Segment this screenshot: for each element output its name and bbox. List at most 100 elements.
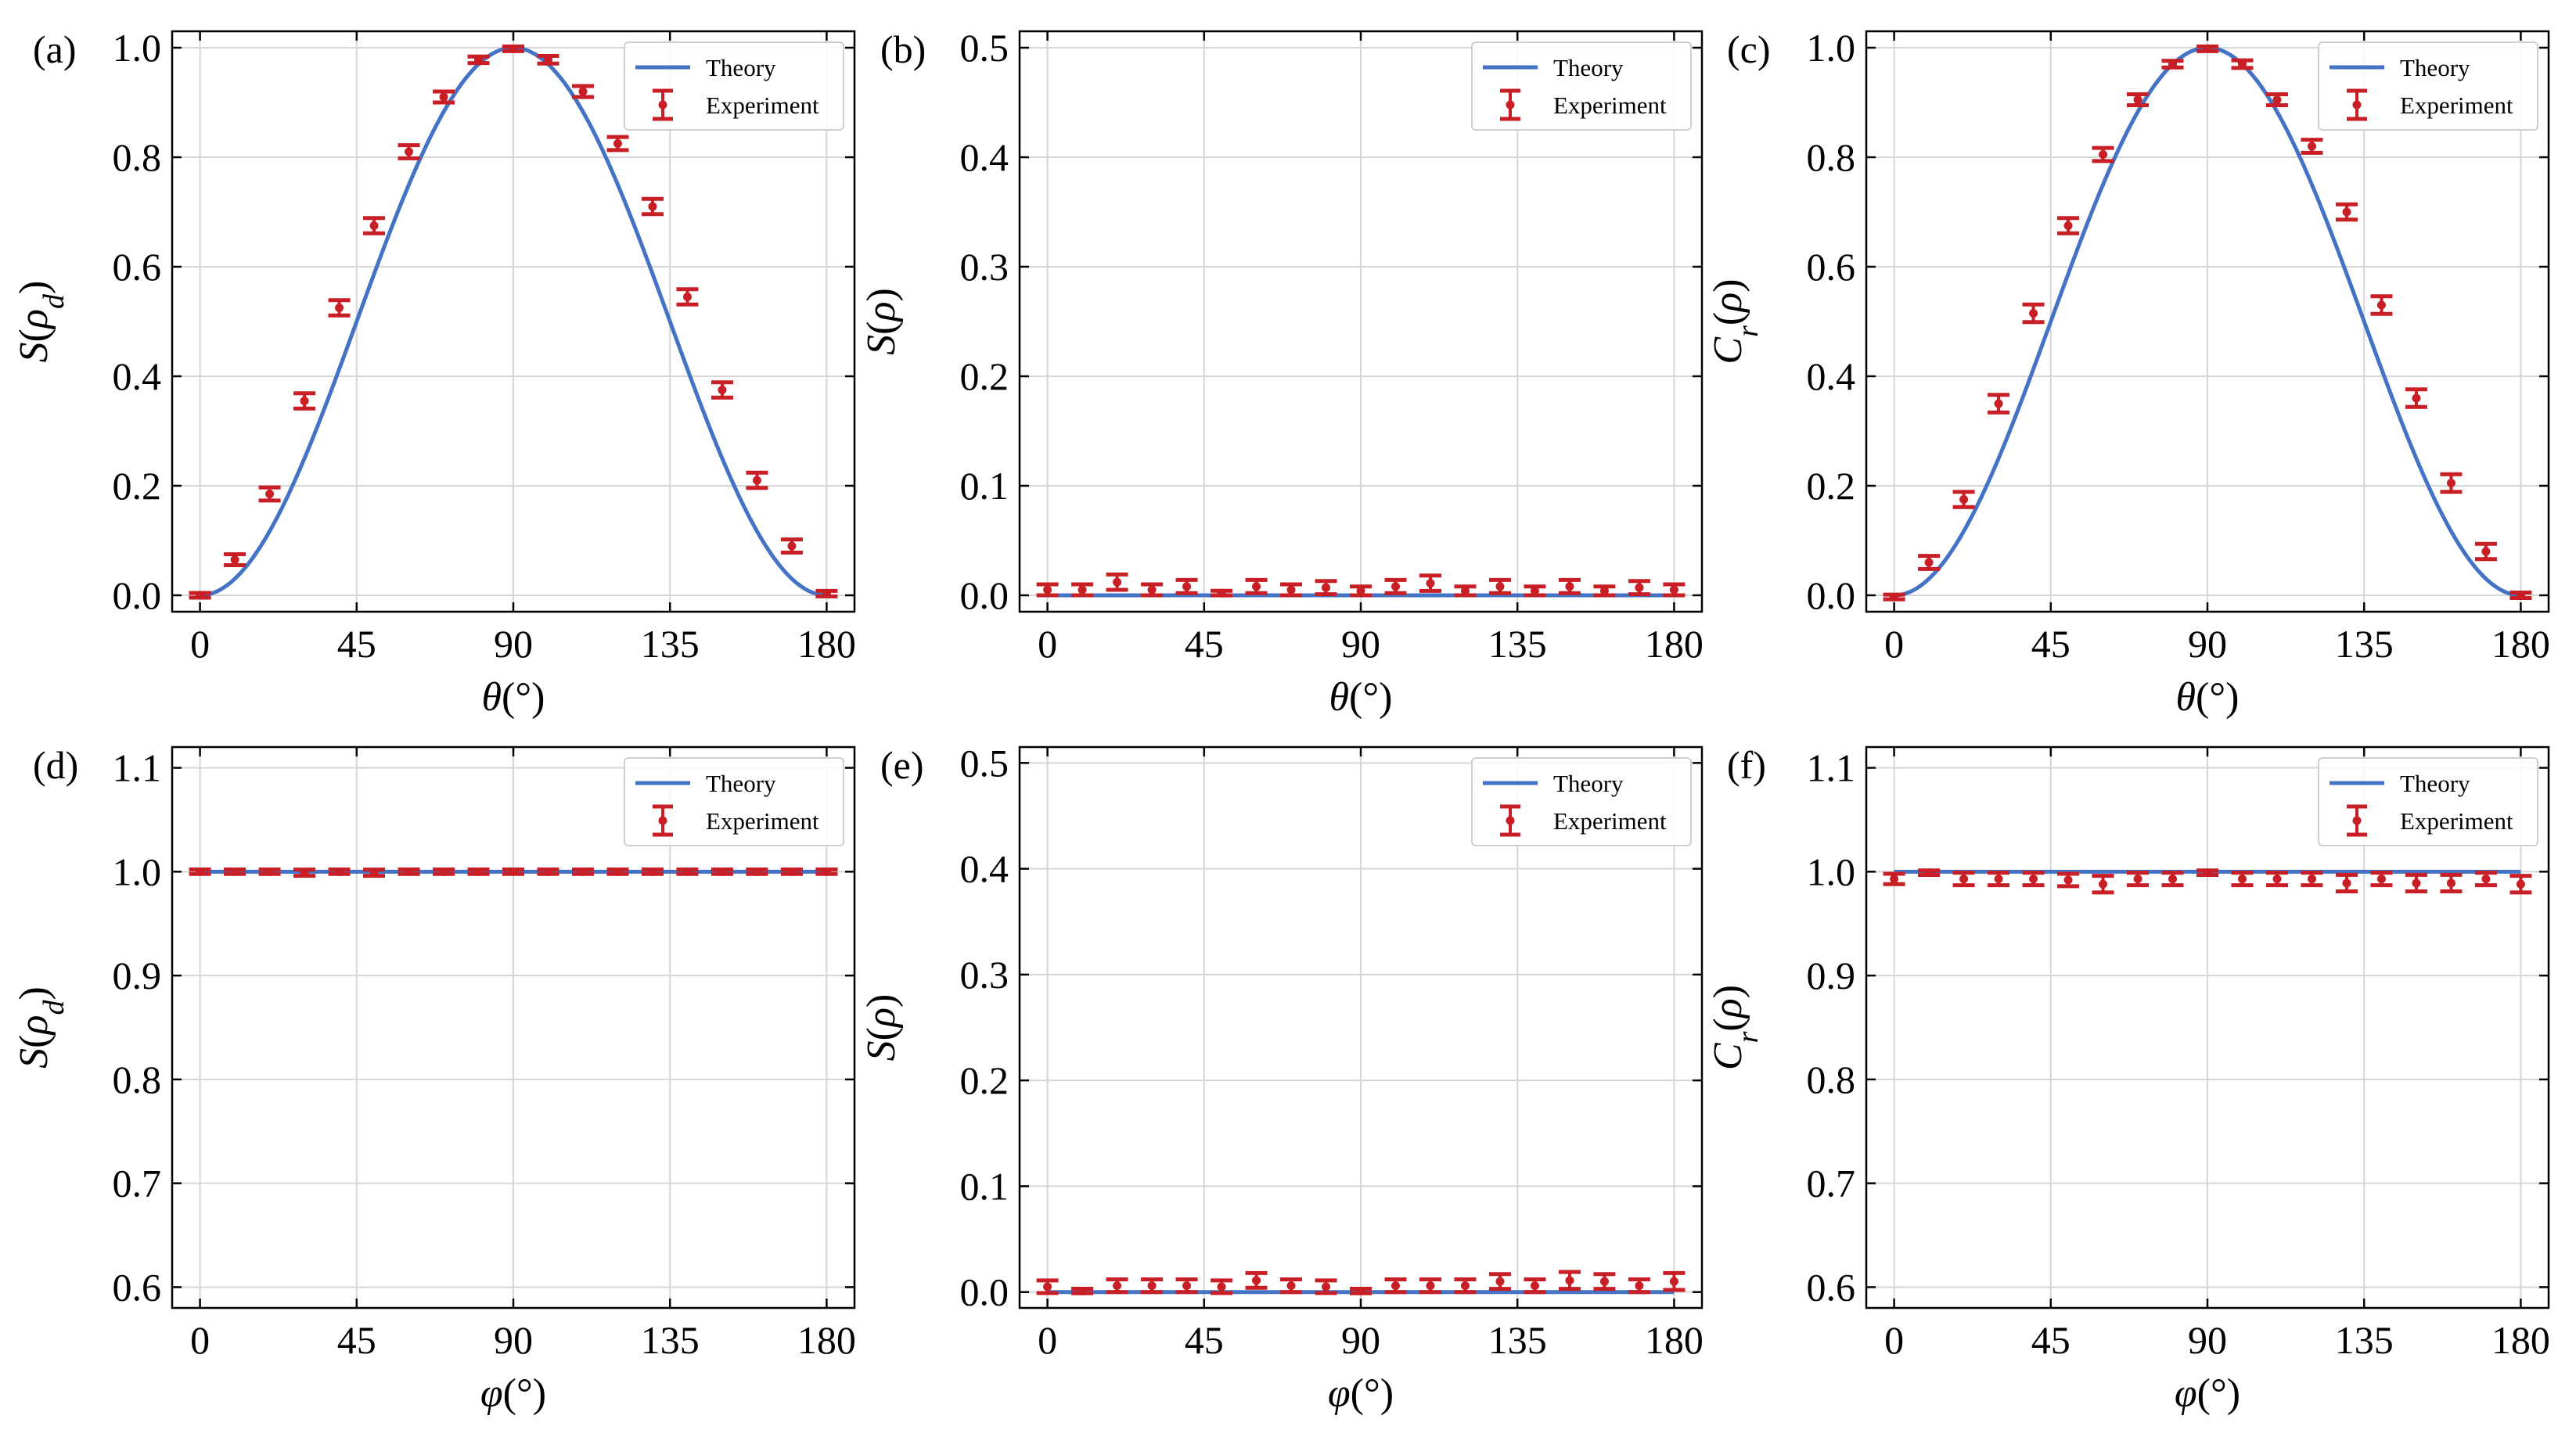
x-tick-label: 45 [337, 1318, 376, 1362]
experiment-point [2196, 44, 2218, 53]
y-tick-label: 0.2 [113, 464, 162, 508]
legend-theory-label: Theory [2400, 54, 2470, 81]
experiment-point [189, 867, 211, 876]
data-marker [474, 55, 484, 64]
experiment-point [2509, 874, 2532, 895]
data-marker [300, 868, 309, 878]
experiment-point [1141, 582, 1164, 598]
experiment-point [2370, 294, 2393, 316]
y-tick-label: 0.6 [1807, 245, 1856, 289]
y-tick-label: 0.9 [113, 954, 162, 997]
experiment-point [1211, 1278, 1233, 1295]
experiment-point [1071, 1286, 1094, 1295]
data-marker [1994, 875, 2003, 884]
experiment-point [2474, 871, 2497, 888]
data-marker [230, 867, 239, 876]
data-marker [265, 490, 275, 498]
data-marker [1252, 582, 1261, 591]
experiment-point [2057, 216, 2080, 235]
experiment-point [815, 588, 838, 598]
data-marker [1356, 1286, 1365, 1295]
x-tick-label: 180 [797, 1318, 856, 1362]
data-marker [2237, 875, 2247, 884]
panel-label: (b) [880, 27, 926, 71]
y-tick-label: 0.0 [960, 1270, 1009, 1314]
y-tick-label: 0.5 [960, 741, 1009, 785]
legend: Theory Experiment [624, 757, 844, 846]
data-marker [1530, 586, 1539, 595]
x-tick-label: 135 [2335, 1318, 2394, 1362]
legend: Theory Experiment [1471, 41, 1692, 131]
data-marker [1890, 875, 1899, 884]
experiment-point [2022, 871, 2045, 888]
data-marker [1565, 1276, 1574, 1285]
experiment-point [676, 867, 699, 876]
experiment-point [2127, 871, 2150, 888]
legend: Theory Experiment [2318, 757, 2538, 846]
experiment-point [1558, 1270, 1581, 1292]
legend-box [1471, 41, 1692, 131]
experiment-point [2127, 92, 2150, 107]
data-marker [2376, 875, 2386, 884]
experiment-point [398, 867, 420, 876]
data-marker [1460, 1281, 1470, 1291]
experiment-point [1245, 1270, 1268, 1290]
legend: Theory Experiment [1471, 757, 1692, 846]
data-marker [613, 867, 622, 876]
y-tick-label: 0.4 [113, 354, 162, 398]
data-marker [1635, 583, 1644, 592]
experiment-point [606, 867, 629, 876]
panel-b: 0 45 90 135 180 0.0 0.1 0.2 0.3 0.4 0.5 θ(°) S(ρ) (b)… [859, 26, 1704, 720]
x-tick-label: 0 [1038, 622, 1057, 666]
experiment-point [293, 868, 316, 878]
experiment-point [1384, 1277, 1407, 1295]
experiment-point [1918, 868, 1941, 878]
legend-experiment-label: Experiment [2400, 92, 2513, 119]
experiment-point [537, 867, 559, 876]
legend-experiment-marker [1506, 816, 1515, 825]
data-marker [1460, 586, 1470, 595]
panel-label: (c) [1727, 27, 1771, 71]
data-marker [1043, 585, 1052, 595]
experiment-point [2405, 387, 2427, 409]
experiment-point [2509, 591, 2532, 600]
experiment-point [1106, 572, 1128, 592]
experiment-point [1141, 1277, 1164, 1295]
experiment-point [1036, 1278, 1059, 1295]
data-marker [787, 541, 797, 551]
x-tick-label: 90 [494, 1318, 533, 1362]
data-marker [1959, 875, 1969, 884]
data-marker [1286, 1281, 1296, 1291]
y-tick-label: 1.0 [113, 26, 162, 70]
data-marker [1890, 592, 1899, 602]
y-tick-label: 0.2 [1807, 464, 1856, 508]
experiment-point [2405, 872, 2427, 894]
experiment-point [2092, 145, 2114, 163]
y-tick-label: 0.0 [1807, 573, 1856, 617]
data-marker [405, 867, 414, 876]
experiment-point [467, 867, 490, 876]
data-marker [1217, 588, 1226, 598]
experiment-point [1524, 1277, 1546, 1295]
y-tick-label: 0.6 [113, 245, 162, 289]
experiment-point [398, 143, 420, 160]
experiment-point [1524, 584, 1546, 598]
data-marker [1322, 1282, 1331, 1292]
y-tick-label: 0.7 [113, 1162, 162, 1205]
data-marker [1924, 558, 1934, 567]
data-marker [1113, 577, 1122, 587]
x-tick-label: 45 [1185, 622, 1224, 666]
y-tick-label: 0.0 [960, 573, 1009, 617]
experiment-point [1175, 1277, 1198, 1295]
y-tick-label: 0.4 [960, 847, 1009, 891]
y-axis-label: Cr(ρ) [1706, 985, 1765, 1070]
y-tick-label: 0.8 [1807, 135, 1856, 179]
data-marker [2168, 59, 2178, 69]
experiment-point [815, 867, 838, 876]
x-tick-label: 0 [1884, 622, 1904, 666]
experiment-point [1350, 584, 1372, 598]
experiment-point [502, 44, 524, 53]
legend: Theory Experiment [2318, 41, 2538, 131]
data-marker [648, 867, 657, 876]
